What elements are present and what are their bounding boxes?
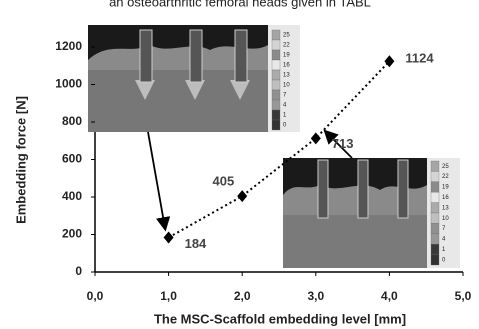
colorbar-swatch <box>272 70 280 80</box>
x-tick-label: 1,0 <box>160 289 177 303</box>
x-tick-label: 3,0 <box>307 289 324 303</box>
y-tick-label: 800 <box>62 114 82 128</box>
data-label: 405 <box>212 174 234 189</box>
x-tick-label: 4,0 <box>381 289 398 303</box>
colorbar-swatch <box>272 50 280 60</box>
colorbar-label: 16 <box>283 63 290 69</box>
colorbar-label: 10 <box>442 216 449 222</box>
page: an osteoarthritic femoral heads given in… <box>0 0 479 329</box>
colorbar-label: 10 <box>283 83 290 89</box>
header-text: an osteoarthritic femoral heads given in… <box>109 0 371 9</box>
y-tick-label: 1000 <box>55 77 82 91</box>
colorbar-swatch <box>431 171 439 181</box>
colorbar-swatch <box>431 255 439 265</box>
colorbar-label: 13 <box>283 73 290 79</box>
colorbar-label: 13 <box>442 205 449 211</box>
y-tick-label: 600 <box>62 152 82 166</box>
y-axis-label: Embedding force [N] <box>13 96 28 224</box>
y-tick-label: 400 <box>62 189 82 203</box>
colorbar-label: 25 <box>442 164 449 170</box>
data-label: 713 <box>332 136 354 151</box>
data-label: 184 <box>185 236 207 251</box>
data-point <box>237 190 247 202</box>
colorbar-label: 19 <box>442 185 449 191</box>
inset-image <box>88 25 300 132</box>
data-point <box>164 232 174 244</box>
x-axis-label: The MSC-Scaffold embedding level [mm] <box>154 311 406 326</box>
colorbar-swatch <box>431 203 439 213</box>
x-tick-label: 5,0 <box>455 289 472 303</box>
colorbar-swatch <box>272 100 280 110</box>
colorbar-label: 19 <box>283 53 290 59</box>
colorbar-swatch <box>431 234 439 244</box>
x-tick-label: 0,0 <box>87 289 104 303</box>
colorbar-swatch <box>272 110 280 120</box>
colorbar-label: 16 <box>442 195 449 201</box>
arrow <box>148 132 165 228</box>
colorbar-swatch <box>431 182 439 192</box>
data-point <box>311 132 321 144</box>
data-point <box>384 55 394 67</box>
colorbar-swatch <box>431 223 439 233</box>
y-tick-label: 0 <box>75 264 82 278</box>
y-tick-label: 1200 <box>55 39 82 53</box>
x-tick-label: 2,0 <box>234 289 251 303</box>
colorbar-swatch <box>272 80 280 90</box>
colorbar-label: 25 <box>283 33 290 39</box>
colorbar-label: 22 <box>283 43 290 49</box>
chart: an osteoarthritic femoral heads given in… <box>0 0 479 329</box>
colorbar-swatch <box>272 30 280 40</box>
colorbar-swatch <box>272 60 280 70</box>
y-tick-label: 200 <box>62 227 82 241</box>
colorbar-swatch <box>431 161 439 171</box>
colorbar-label: 22 <box>442 174 449 180</box>
colorbar-swatch <box>431 192 439 202</box>
colorbar-swatch <box>431 244 439 254</box>
data-label: 1124 <box>405 51 434 66</box>
colorbar-swatch <box>272 90 280 100</box>
colorbar-swatch <box>431 213 439 223</box>
colorbar-swatch <box>272 120 280 130</box>
colorbar-swatch <box>272 40 280 50</box>
